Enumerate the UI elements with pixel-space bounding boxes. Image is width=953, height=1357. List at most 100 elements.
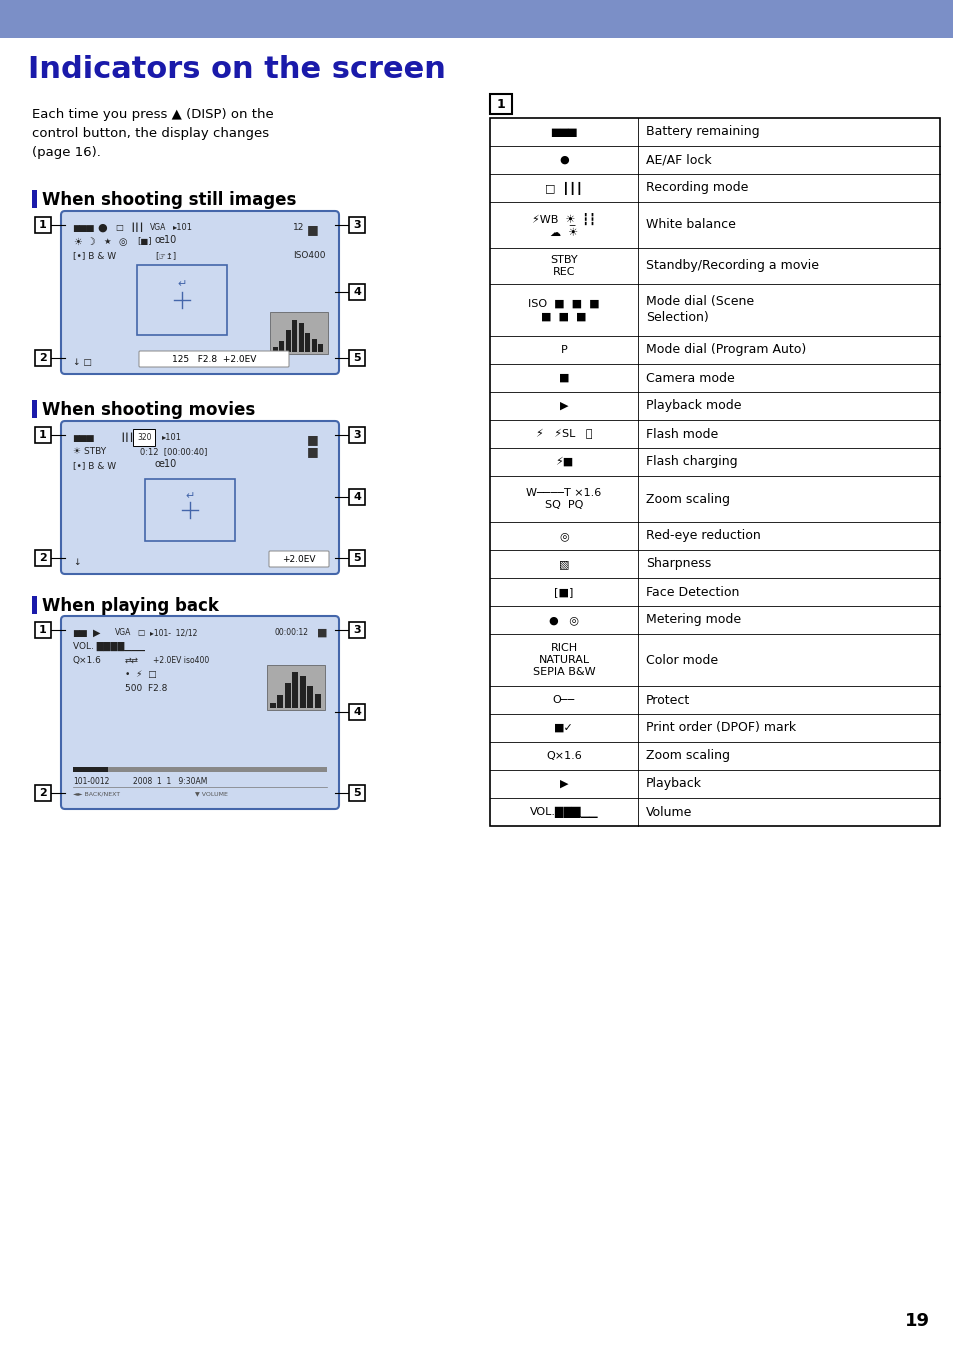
Text: ☽: ☽ bbox=[87, 237, 95, 247]
Text: 320: 320 bbox=[137, 433, 152, 442]
Text: [•] B & W: [•] B & W bbox=[73, 461, 116, 470]
Bar bbox=[490, 118, 939, 826]
Text: ■: ■ bbox=[316, 628, 327, 638]
Text: Color mode: Color mode bbox=[645, 654, 718, 666]
Bar bbox=[277, 695, 283, 708]
Text: 1: 1 bbox=[39, 220, 47, 229]
Text: ISO  ■  ■  ■
■  ■  ■: ISO ■ ■ ■ ■ ■ ■ bbox=[528, 299, 599, 322]
Text: Camera mode: Camera mode bbox=[645, 372, 734, 384]
Text: •  ⚡  □: • ⚡ □ bbox=[125, 670, 156, 678]
FancyBboxPatch shape bbox=[61, 210, 338, 375]
Text: ▆▆: ▆▆ bbox=[73, 628, 87, 636]
Bar bbox=[0, 0, 953, 38]
Text: ↓: ↓ bbox=[73, 558, 80, 567]
Text: ★: ★ bbox=[103, 237, 111, 246]
Text: ●: ● bbox=[558, 155, 568, 166]
Bar bbox=[349, 284, 365, 300]
Bar bbox=[285, 683, 291, 708]
Bar bbox=[270, 312, 328, 354]
Text: 3: 3 bbox=[353, 220, 360, 229]
Bar bbox=[145, 479, 234, 541]
Bar bbox=[32, 190, 37, 208]
Text: P: P bbox=[560, 345, 567, 356]
Text: 12: 12 bbox=[293, 223, 304, 232]
Text: Playback mode: Playback mode bbox=[645, 399, 740, 413]
Text: ◎: ◎ bbox=[558, 531, 568, 541]
Text: ■✓: ■✓ bbox=[554, 723, 574, 733]
Bar bbox=[349, 427, 365, 442]
Text: Battery remaining: Battery remaining bbox=[645, 125, 759, 138]
Text: ■: ■ bbox=[558, 373, 569, 383]
Text: VGA: VGA bbox=[150, 223, 166, 232]
Bar bbox=[137, 265, 227, 335]
Text: ↓ □: ↓ □ bbox=[73, 358, 91, 366]
Text: White balance: White balance bbox=[645, 218, 735, 232]
Text: ▶: ▶ bbox=[92, 628, 100, 638]
Text: Red-eye reduction: Red-eye reduction bbox=[645, 529, 760, 543]
Text: VGA: VGA bbox=[115, 628, 132, 636]
Text: ⚡■: ⚡■ bbox=[555, 457, 573, 467]
Text: O──: O── bbox=[553, 695, 575, 706]
Text: ●   ◎: ● ◎ bbox=[548, 615, 578, 626]
Text: 00:00:12: 00:00:12 bbox=[274, 628, 309, 636]
Text: ▼ VOLUME: ▼ VOLUME bbox=[194, 791, 228, 797]
Text: ☀ STBY: ☀ STBY bbox=[73, 446, 106, 456]
Text: ↵: ↵ bbox=[185, 491, 194, 501]
Bar bbox=[73, 767, 327, 772]
Text: Sharpness: Sharpness bbox=[645, 558, 711, 570]
Text: 5: 5 bbox=[353, 353, 360, 364]
Text: +2.0EV iso400: +2.0EV iso400 bbox=[152, 655, 209, 665]
Bar bbox=[267, 665, 325, 710]
Text: AE/AF lock: AE/AF lock bbox=[645, 153, 711, 167]
Text: ▸101-  12/12: ▸101- 12/12 bbox=[150, 628, 197, 636]
Text: ▶: ▶ bbox=[559, 779, 568, 788]
Text: [•] B & W: [•] B & W bbox=[73, 251, 116, 261]
Text: Zoom scaling: Zoom scaling bbox=[645, 749, 729, 763]
Text: 125   F2.8  +2.0EV: 125 F2.8 +2.0EV bbox=[172, 354, 256, 364]
Text: ┃┃┃: ┃┃┃ bbox=[120, 433, 133, 442]
Bar bbox=[293, 320, 297, 351]
Text: Volume: Volume bbox=[645, 806, 692, 818]
Text: 1: 1 bbox=[39, 626, 47, 635]
Text: Zoom scaling: Zoom scaling bbox=[645, 493, 729, 506]
Text: ■: ■ bbox=[307, 223, 318, 236]
Text: When shooting movies: When shooting movies bbox=[42, 402, 255, 419]
Text: Flash charging: Flash charging bbox=[645, 456, 737, 468]
Text: 500  F2.8: 500 F2.8 bbox=[125, 684, 167, 693]
Text: Metering mode: Metering mode bbox=[645, 613, 740, 627]
Bar bbox=[312, 339, 316, 351]
Bar bbox=[299, 676, 306, 708]
Text: ⇄⇄: ⇄⇄ bbox=[125, 655, 139, 665]
FancyBboxPatch shape bbox=[61, 616, 338, 809]
Text: Q×1.6: Q×1.6 bbox=[545, 750, 581, 761]
Text: ▸101: ▸101 bbox=[162, 433, 182, 442]
Bar bbox=[286, 330, 291, 351]
Text: Mode dial (Scene
Selection): Mode dial (Scene Selection) bbox=[645, 296, 753, 324]
Text: Protect: Protect bbox=[645, 693, 690, 707]
Text: RICH
NATURAL
SEPIA B&W: RICH NATURAL SEPIA B&W bbox=[532, 643, 595, 677]
Text: ▸101: ▸101 bbox=[172, 223, 193, 232]
Bar bbox=[349, 550, 365, 566]
Bar bbox=[270, 703, 275, 708]
Bar bbox=[35, 550, 51, 566]
Text: ■: ■ bbox=[307, 433, 318, 446]
Bar bbox=[32, 400, 37, 418]
Text: 5: 5 bbox=[353, 554, 360, 563]
Text: 4: 4 bbox=[353, 286, 360, 297]
Text: ◎: ◎ bbox=[119, 237, 128, 247]
Text: STBY
REC: STBY REC bbox=[550, 255, 578, 277]
Bar bbox=[314, 693, 320, 708]
Bar bbox=[490, 94, 512, 114]
Text: Print order (DPOF) mark: Print order (DPOF) mark bbox=[645, 722, 796, 734]
Bar bbox=[318, 345, 323, 351]
Text: 0:12  [00:00:40]: 0:12 [00:00:40] bbox=[140, 446, 207, 456]
Text: 5: 5 bbox=[353, 788, 360, 798]
Text: ●: ● bbox=[97, 223, 107, 233]
Bar bbox=[35, 784, 51, 801]
Bar bbox=[307, 687, 314, 708]
Text: ▆▆▆: ▆▆▆ bbox=[551, 128, 577, 137]
Bar bbox=[35, 217, 51, 233]
Bar bbox=[279, 341, 284, 351]
Text: ☀: ☀ bbox=[73, 237, 82, 247]
Text: Each time you press ▲ (DISP) on the
control button, the display changes
(page 16: Each time you press ▲ (DISP) on the cont… bbox=[32, 109, 274, 159]
